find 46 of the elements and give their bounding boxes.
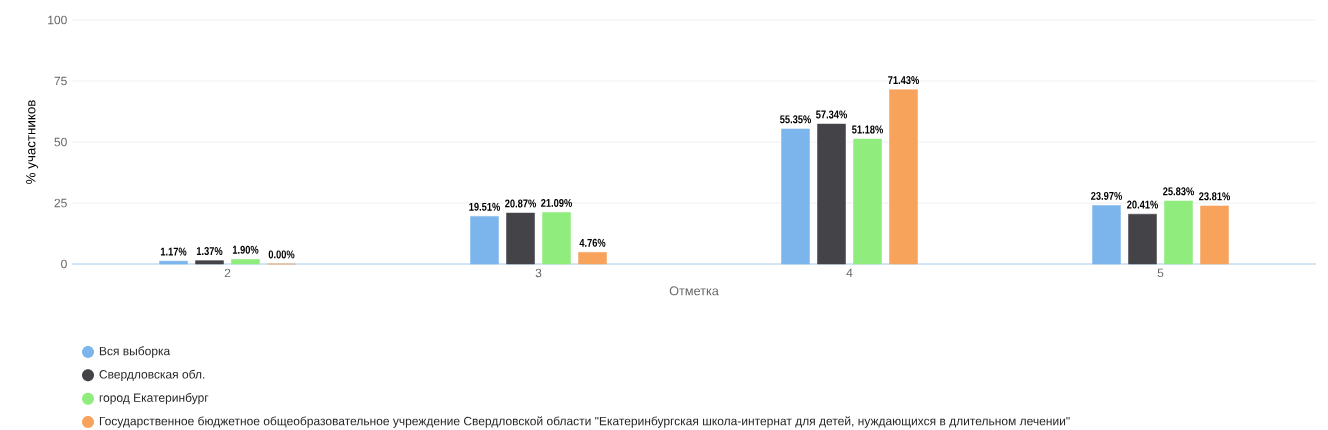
bar <box>1164 200 1193 265</box>
data-label: 23.97% <box>1091 191 1122 200</box>
data-label: 1.37% <box>196 247 223 256</box>
bar <box>781 128 810 265</box>
bar <box>578 252 607 265</box>
y-tick-label: 100 <box>48 15 67 25</box>
bar <box>506 212 535 265</box>
data-label: 71.43% <box>888 76 920 85</box>
bar <box>889 89 918 265</box>
bar <box>1092 205 1121 265</box>
legend-label: Свердловская обл. <box>99 369 205 381</box>
bar <box>853 138 882 265</box>
x-tick-label: 2 <box>224 268 231 278</box>
bar <box>231 259 260 265</box>
data-label: 20.41% <box>1127 200 1158 209</box>
y-tick-label: 50 <box>54 137 67 147</box>
bar <box>542 212 571 265</box>
data-label: 1.90% <box>232 245 259 254</box>
legend-label: город Екатеринбург <box>99 393 209 405</box>
bar <box>817 123 846 265</box>
x-tick-label: 3 <box>535 268 542 278</box>
data-label: 19.51% <box>469 202 501 211</box>
bar <box>1128 213 1157 265</box>
bar <box>195 260 224 265</box>
data-label: 1.17% <box>160 247 187 256</box>
bar <box>159 260 188 265</box>
data-label: 0.00% <box>268 250 295 259</box>
y-axis-title: % участников <box>26 100 39 184</box>
bar <box>470 216 499 265</box>
data-label: 25.83% <box>1163 187 1194 196</box>
data-label: 51.18% <box>852 125 883 134</box>
y-tick-label: 75 <box>54 76 67 86</box>
data-label: 55.35% <box>780 115 811 124</box>
legend-label: Вся выборка <box>99 346 171 358</box>
data-label: 21.09% <box>541 198 573 207</box>
data-label: 57.34% <box>816 110 848 119</box>
y-tick-label: 25 <box>54 198 67 208</box>
x-tick-label: 5 <box>1157 268 1164 278</box>
y-tick-label: 0 <box>61 259 67 269</box>
data-label: 4.76% <box>579 238 606 247</box>
bar <box>1200 205 1229 265</box>
x-axis-title: Отметка <box>669 286 719 296</box>
data-label: 23.81% <box>1199 192 1230 201</box>
legend-label: Государственное бюджетное общеобразовательное учреждение Свердловской области "Екатеринбургская школа-интернат для детей, нуждающихся в длительном лечении" <box>99 416 1070 428</box>
data-label: 20.87% <box>505 199 537 208</box>
x-tick-label: 4 <box>846 268 853 277</box>
